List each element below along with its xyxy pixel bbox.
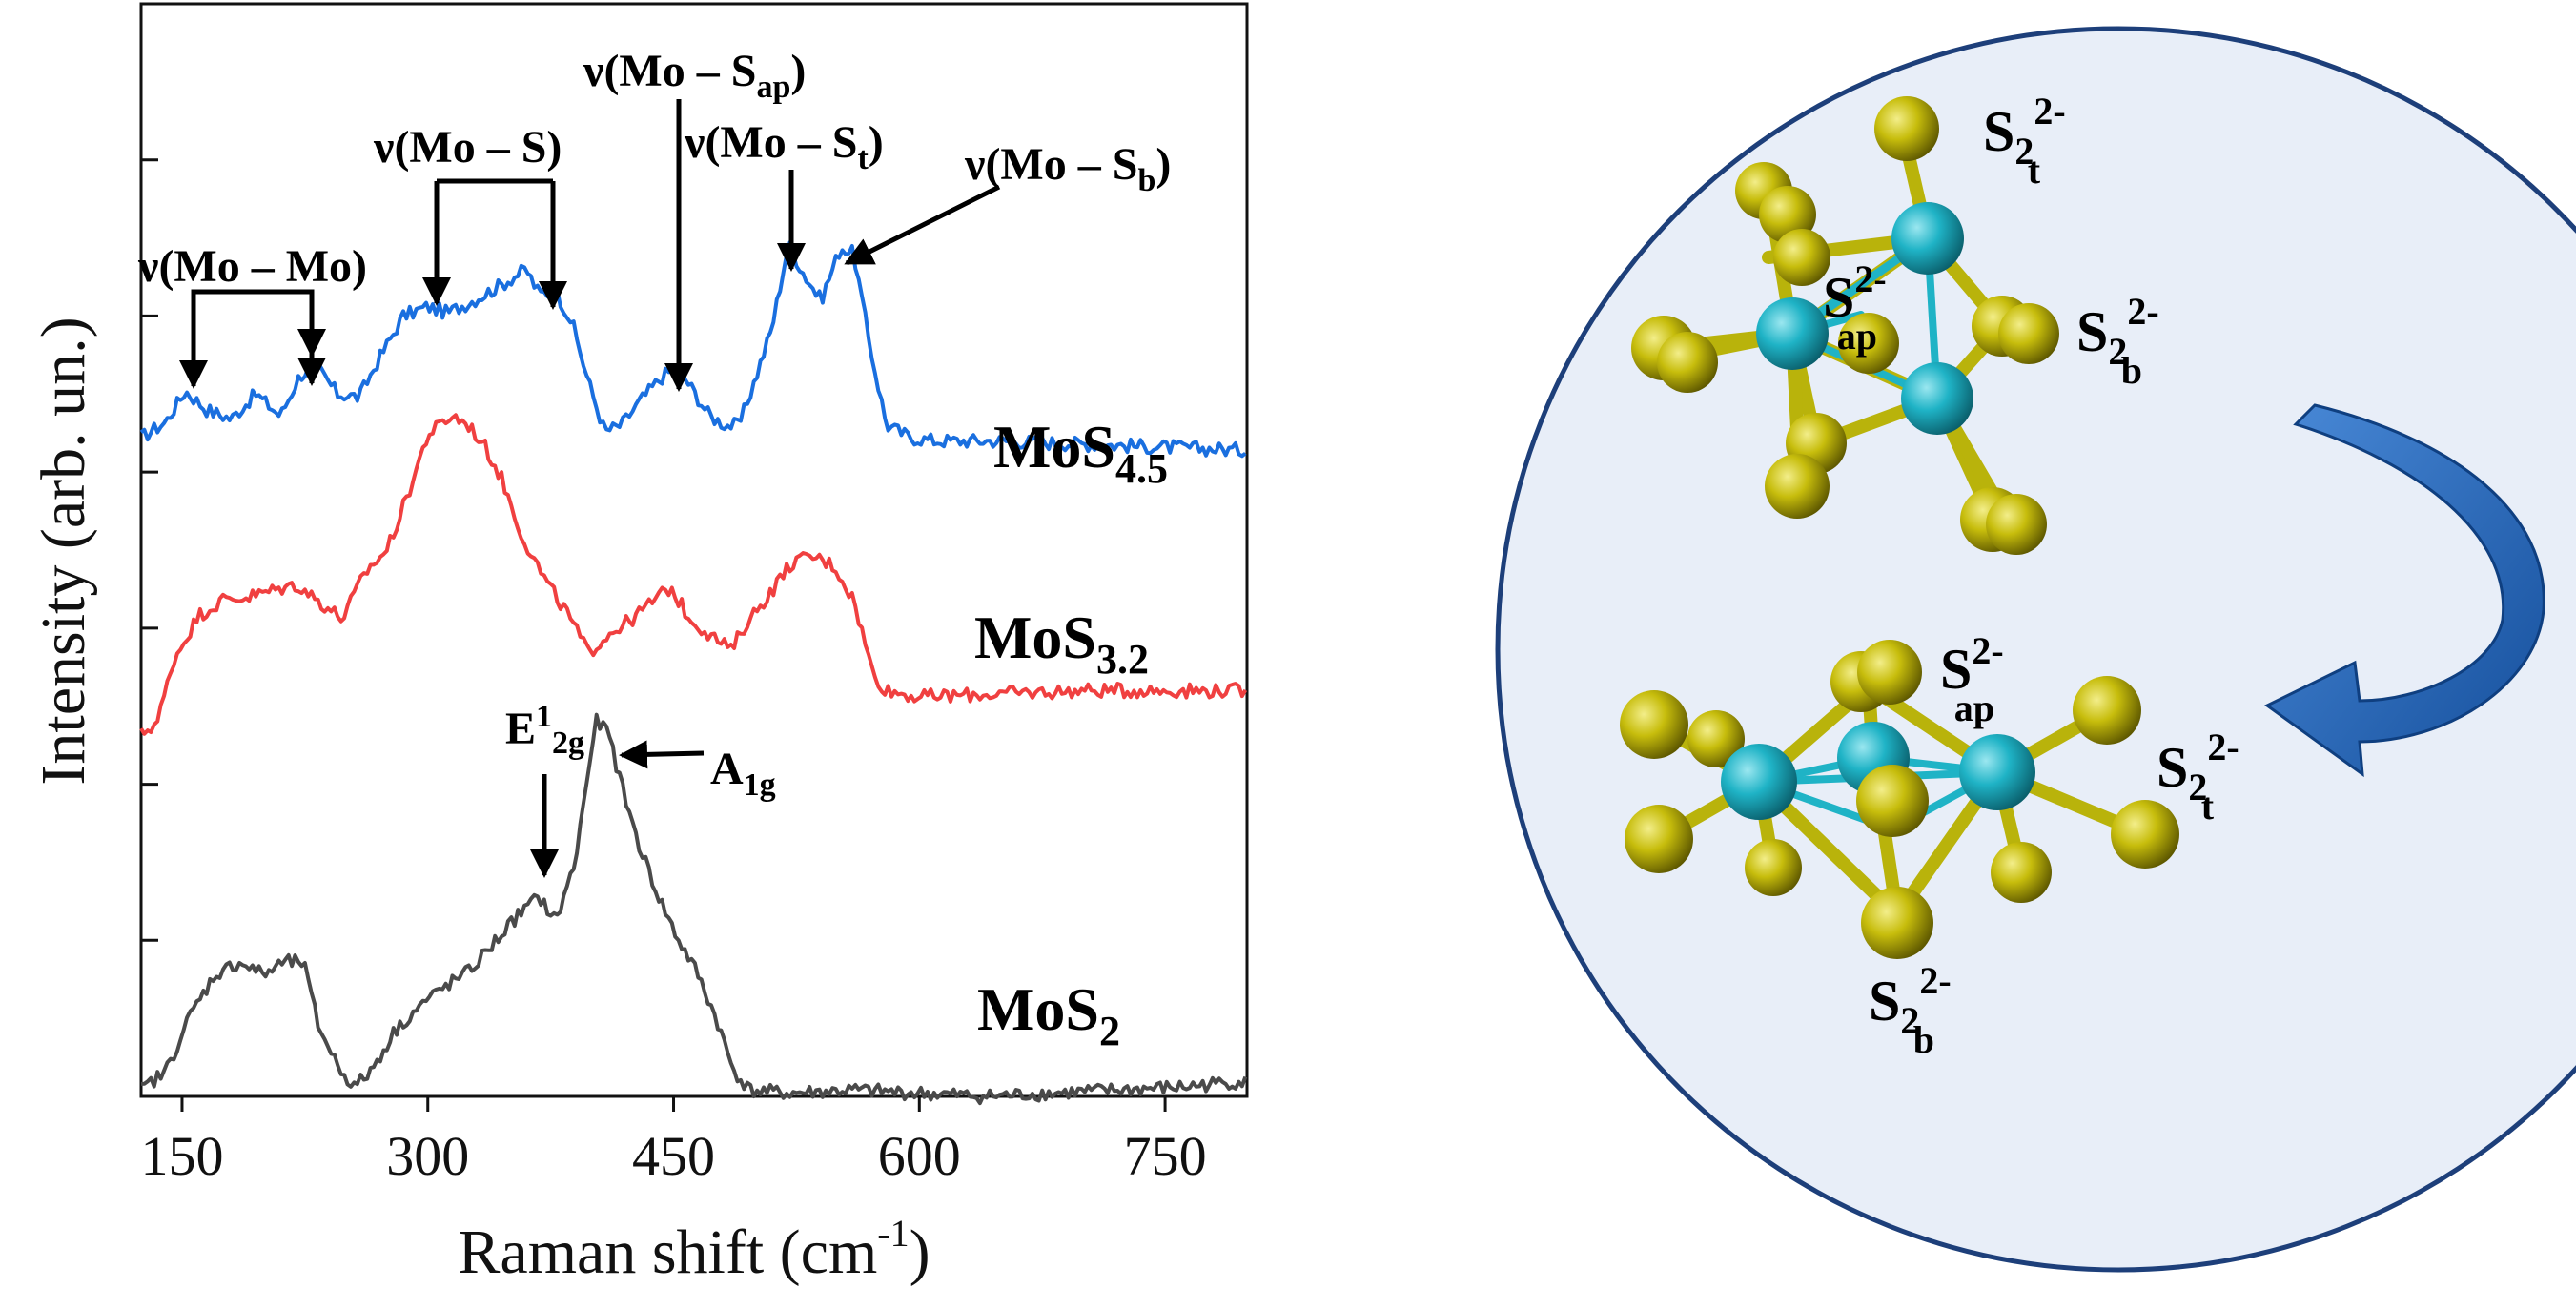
series-line-2 [140,712,1248,1106]
x-tick-label: 300 [386,1125,469,1187]
ion-label-sap-top: S2-ap [1823,257,1887,358]
arrow-a1g [619,740,705,769]
annotation-mo-sap: ν(Mo – Sap) [583,46,806,105]
raman-chart: 150 300 450 600 750 Raman shift (cm-1) Inten… [29,2,1249,1287]
ion-label-s2t-bottom: S22-t [2157,726,2239,828]
ion-label-s2b-bottom: S22-b [1869,959,1952,1061]
sulfur-atom [1745,839,1802,896]
annotation-mo-sb: ν(Mo – Sb) [964,139,1171,198]
x-tick-label: 600 [878,1125,961,1187]
series-label-mos32: MoS3.2 [974,603,1149,683]
top-cluster-atoms [1631,96,2059,555]
ion-label-s2b-top: S22-b [2076,290,2159,392]
sulfur-atom [1991,842,2052,903]
molybdenum-atom [1721,744,1797,820]
sulfur-atom [1857,640,1922,705]
sulfur-atom [1856,765,1929,837]
ion-label-s2t-top: S22-t [1983,90,2066,192]
x-axis-label: Raman shift (cm-1) [458,1212,930,1287]
molybdenum-atom [1891,202,1964,275]
x-tick-label: 750 [1124,1125,1207,1187]
sulfur-atom [1773,229,1830,286]
annotation-a1g: A1g [710,744,776,803]
sulfur-atom [1620,690,1688,759]
sulfur-atom [1687,710,1745,767]
x-ticks: 150 300 450 600 750 [140,1096,1207,1187]
plot-frame [139,2,1249,1098]
molybdenum-atom [1901,362,1973,435]
annotation-mo-s: ν(Mo – S) [373,122,562,173]
sulfur-atom [1998,303,2059,364]
molybdenum-atom [1756,297,1829,370]
sulfur-atom [1861,887,1933,959]
bracket-mo-mo [191,289,326,358]
sulfur-atom [2111,800,2179,869]
annotation-e12g: E12g [505,699,584,761]
sulfur-atom [1765,454,1830,519]
diagram-circle [1495,26,2576,1273]
sulfur-atom [1874,96,1939,161]
sulfur-atom [1657,332,1718,393]
series-label-mos2: MoS2 [977,975,1120,1054]
sulfur-atom [2073,676,2141,745]
series-line-1 [139,413,1248,736]
series-layer [139,240,1248,1106]
sulfur-atom [1838,313,1899,374]
molybdenum-atom [1959,734,2035,810]
annotation-mo-st: ν(Mo – St) [684,117,884,176]
transformation-arrow [2264,403,2545,778]
series-label-mos45: MoS4.5 [993,413,1168,492]
y-ticks [141,158,158,942]
ion-label-sap-bottom: S2-ap [1940,629,2004,729]
bottom-cluster-atoms [1620,640,2179,959]
sulfur-atom [1986,494,2047,555]
y-axis-label: Intensity (arb. un.) [29,317,98,785]
arrow-mo-sb [844,184,1001,266]
sulfur-atom [1625,805,1693,873]
x-tick-label: 450 [632,1125,715,1187]
annotation-mo-mo: ν(Mo – Mo) [137,241,367,292]
cluster-diagram: S22-t S2-ap S22-b S2-ap S22-t S22-b [1495,26,2576,1273]
x-tick-label: 150 [140,1125,223,1187]
